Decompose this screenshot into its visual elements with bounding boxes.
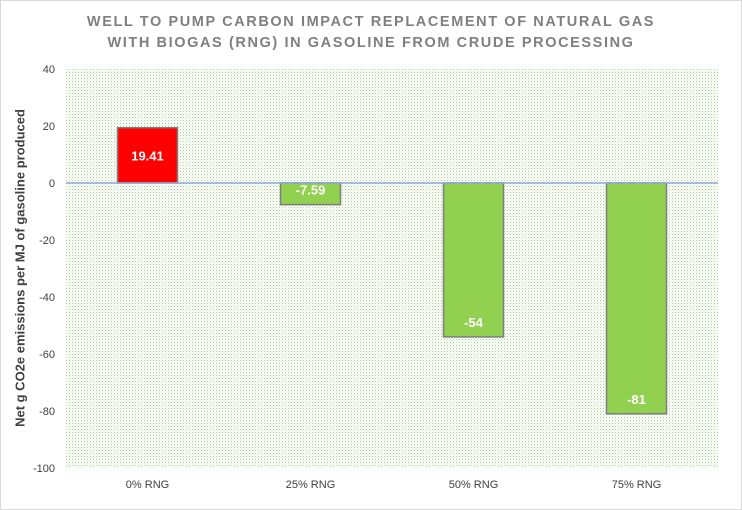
data-label: -54 xyxy=(464,315,484,330)
chart-title-line-2: WITH BIOGAS (RNG) IN GASOLINE FROM CRUDE… xyxy=(107,35,635,51)
data-label: -7.59 xyxy=(296,183,326,198)
data-label: -81 xyxy=(627,392,646,407)
y-tick-label: 0 xyxy=(49,178,55,190)
bar-2 xyxy=(442,182,505,338)
y-axis-ticks: 40 20 0 -20 -40 -60 -80 -100 xyxy=(33,64,55,475)
y-tick-label: 20 xyxy=(43,121,55,133)
bars xyxy=(116,126,668,415)
bar-0 xyxy=(116,126,179,184)
y-tick-label: -60 xyxy=(39,349,55,361)
chart-title-line-1: WELL TO PUMP CARBON IMPACT REPLACEMENT O… xyxy=(86,14,656,30)
chart-title: WELL TO PUMP CARBON IMPACT REPLACEMENT O… xyxy=(0,12,742,54)
bar-3 xyxy=(605,182,668,415)
y-tick-label: -40 xyxy=(39,292,55,304)
y-tick-label: -100 xyxy=(33,463,55,475)
x-tick-label: 0% RNG xyxy=(126,479,169,491)
y-tick-label: -80 xyxy=(39,406,55,418)
data-labels: 19.41 -7.59 -54 -81 xyxy=(131,148,646,407)
x-axis-ticks: 0% RNG 25% RNG 50% RNG 75% RNG xyxy=(126,479,661,491)
x-tick-label: 25% RNG xyxy=(286,479,336,491)
data-label: 19.41 xyxy=(131,148,164,163)
y-tick-label: 40 xyxy=(43,64,55,76)
x-tick-label: 75% RNG xyxy=(612,479,662,491)
y-tick-label: -20 xyxy=(39,235,55,247)
x-tick-label: 50% RNG xyxy=(449,479,499,491)
